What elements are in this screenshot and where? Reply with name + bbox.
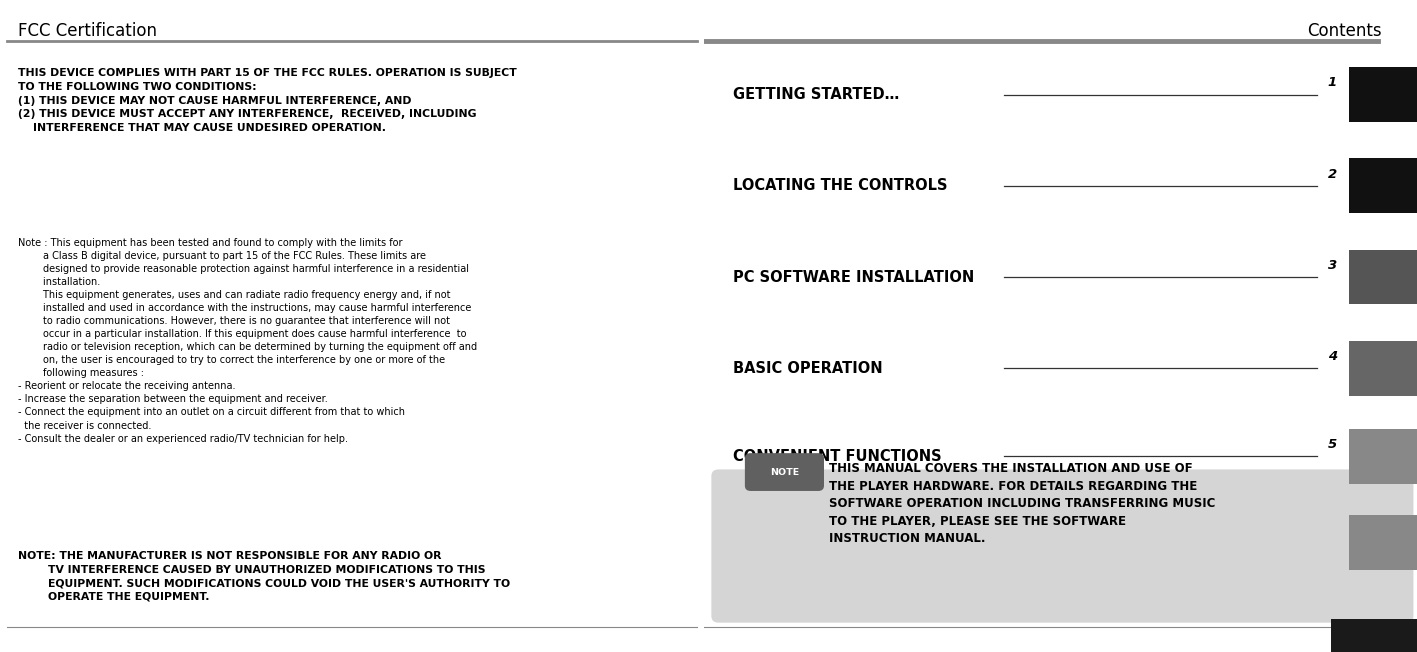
Text: ADDITIONAL INFORMATION: ADDITIONAL INFORMATION [733, 535, 958, 550]
Text: 2: 2 [1328, 168, 1338, 181]
Text: FCC Certification: FCC Certification [17, 22, 157, 40]
Bar [1349, 515, 1417, 570]
Text: PC SOFTWARE INSTALLATION: PC SOFTWARE INSTALLATION [733, 269, 973, 285]
FancyBboxPatch shape [745, 453, 825, 491]
Text: NOTE: THE MANUFACTURER IS NOT RESPONSIBLE FOR ANY RADIO OR
        TV INTERFEREN: NOTE: THE MANUFACTURER IS NOT RESPONSIBL… [17, 551, 510, 602]
Text: Contents: Contents [1306, 22, 1382, 40]
Bar [1332, 619, 1417, 652]
Text: THIS DEVICE COMPLIES WITH PART 15 OF THE FCC RULES. OPERATION IS SUBJECT
TO THE : THIS DEVICE COMPLIES WITH PART 15 OF THE… [17, 68, 516, 133]
Bar [1349, 341, 1417, 396]
FancyBboxPatch shape [711, 469, 1413, 623]
Text: 1: 1 [1328, 76, 1338, 89]
Text: 6: 6 [1328, 524, 1338, 537]
Bar [1349, 158, 1417, 213]
Text: Note : This equipment has been tested and found to comply with the limits for
  : Note : This equipment has been tested an… [17, 238, 476, 443]
Text: 4: 4 [1328, 350, 1338, 363]
Text: LOCATING THE CONTROLS: LOCATING THE CONTROLS [733, 178, 947, 194]
Text: THIS MANUAL COVERS THE INSTALLATION AND USE OF
THE PLAYER HARDWARE. FOR DETAILS : THIS MANUAL COVERS THE INSTALLATION AND … [829, 462, 1216, 546]
Text: 5: 5 [1328, 438, 1338, 451]
Text: BASIC OPERATION: BASIC OPERATION [733, 361, 883, 376]
Text: CONVENIENT FUNCTIONS: CONVENIENT FUNCTIONS [733, 449, 941, 464]
Bar [1349, 67, 1417, 122]
Text: NOTE: NOTE [769, 467, 799, 477]
Bar [1349, 250, 1417, 304]
Bar [1349, 429, 1417, 484]
Text: GETTING STARTED…: GETTING STARTED… [733, 87, 898, 102]
Text: 3: 3 [1328, 259, 1338, 272]
